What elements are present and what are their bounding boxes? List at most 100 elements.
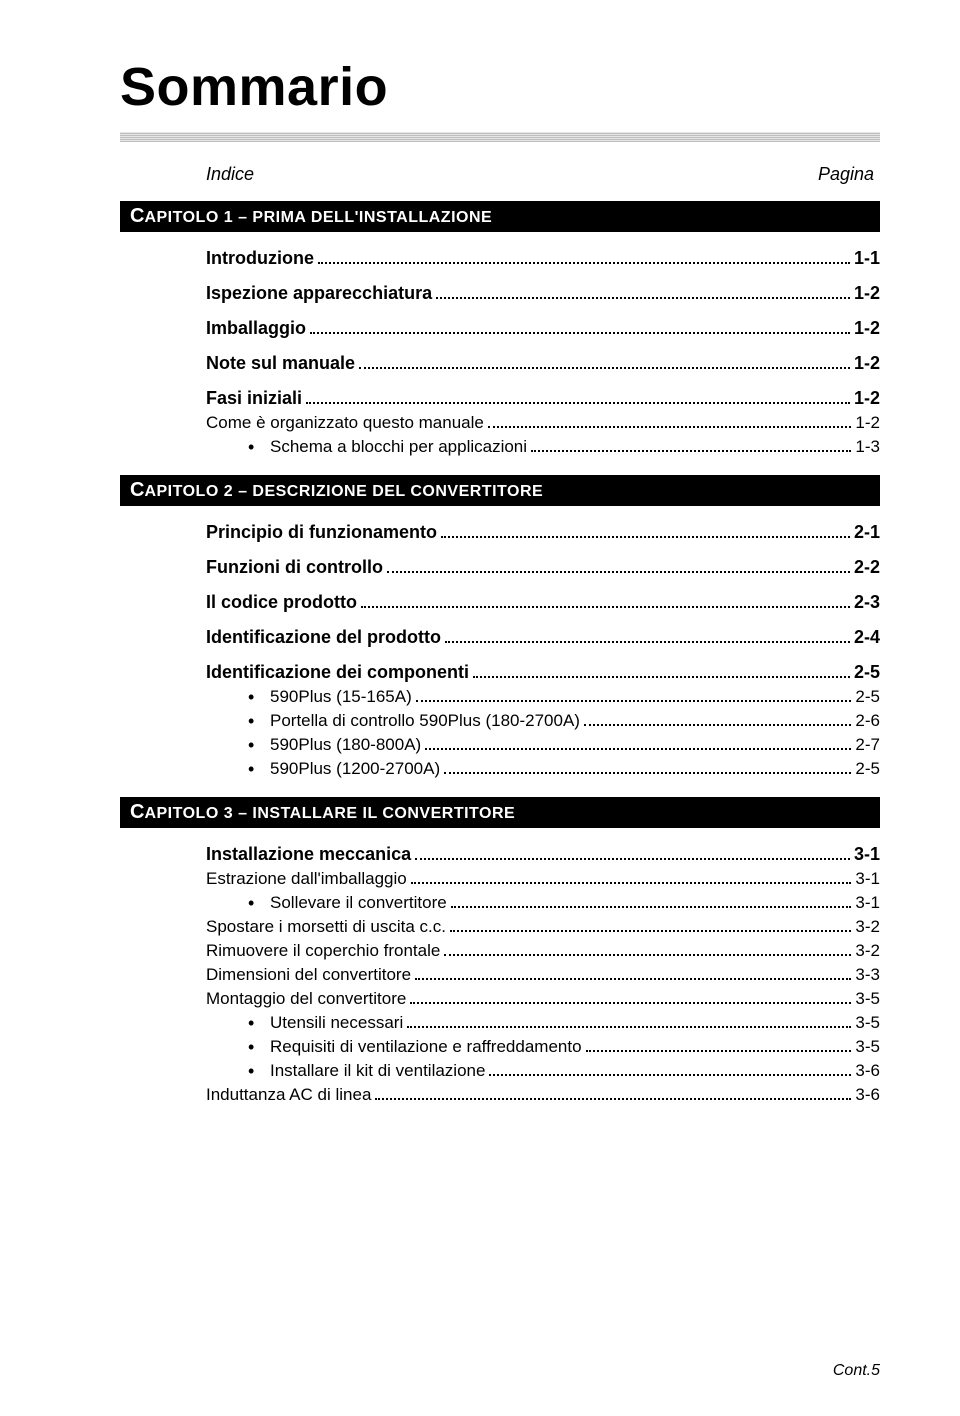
leader-dots <box>445 641 850 643</box>
toc-bullet-page: 3-5 <box>855 1013 880 1033</box>
toc-entry-label: Estrazione dall'imballaggio <box>206 869 407 889</box>
toc-bullet-list: Utensili necessari 3-5 Requisiti di ventil… <box>248 1013 880 1081</box>
toc-bullet-label: Requisiti di ventilazione e raffreddamen… <box>270 1037 582 1057</box>
toc-entry: Montaggio del convertitore 3-5 <box>206 989 880 1009</box>
leader-dots <box>416 700 852 702</box>
toc-entry-label: Installazione meccanica <box>206 844 411 865</box>
toc-entry-page: 3-5 <box>855 989 880 1009</box>
toc-bullet-page: 2-6 <box>855 711 880 731</box>
leader-dots <box>310 332 850 334</box>
toc-bullet-entry: Installare il kit di ventilazione 3-6 <box>248 1061 880 1081</box>
toc-bullet-label: 590Plus (15-165A) <box>270 687 412 707</box>
toc-bullet-entry: Requisiti di ventilazione e raffreddamen… <box>248 1037 880 1057</box>
leader-dots <box>410 1002 851 1004</box>
toc-bullet-list: Schema a blocchi per applicazioni 1-3 <box>248 437 880 457</box>
chapter-bar-text: APITOLO 1 – PRIMA DELL'INSTALLAZIONE <box>144 209 492 226</box>
toc-entry: Il codice prodotto2-3 <box>206 592 880 613</box>
toc-bullet-label: Schema a blocchi per applicazioni <box>270 437 527 457</box>
toc-entry-label: Montaggio del convertitore <box>206 989 406 1009</box>
toc-bullet-list: 590Plus (15-165A) 2-5 Portella di controll… <box>248 687 880 779</box>
toc-bullet-entry: 590Plus (180-800A) 2-7 <box>248 735 880 755</box>
toc-entry: Ispezione apparecchiatura 1-2 <box>206 283 880 304</box>
head-left: Indice <box>206 164 254 185</box>
toc-bullet-label: Utensili necessari <box>270 1013 403 1033</box>
toc-bullet-page: 2-7 <box>855 735 880 755</box>
toc-entry: Fasi iniziali 1-2 <box>206 388 880 409</box>
toc-entry-page: 3-1 <box>855 869 880 889</box>
toc-entry-label: Fasi iniziali <box>206 388 302 409</box>
title-rule <box>120 132 880 142</box>
chapter-bar-prefix: C <box>130 801 144 823</box>
toc-entry-label: Ispezione apparecchiatura <box>206 283 432 304</box>
toc-bullet-label: 590Plus (180-800A) <box>270 735 421 755</box>
leader-dots <box>450 930 851 932</box>
chapter-bar: CAPITOLO 2 – DESCRIZIONE DEL CONVERTITOR… <box>120 475 880 506</box>
toc-entry-page: 1-2 <box>854 283 880 304</box>
chapter-section: Installazione meccanica3-1Estrazione dal… <box>206 844 880 1105</box>
leader-dots <box>444 954 851 956</box>
leader-dots <box>415 858 850 860</box>
chapter-bar-text: APITOLO 2 – DESCRIZIONE DEL CONVERTITORE <box>144 483 543 500</box>
toc-entry-label: Principio di funzionamento <box>206 522 437 543</box>
toc-entry-label: Spostare i morsetti di uscita c.c. <box>206 917 446 937</box>
page-footer: Cont.5 <box>833 1362 880 1380</box>
toc-entry: Induttanza AC di linea3-6 <box>206 1085 880 1105</box>
toc-entry: Introduzione1-1 <box>206 248 880 269</box>
toc-bullet-label: Installare il kit di ventilazione <box>270 1061 485 1081</box>
toc-bullet-entry: 590Plus (1200-2700A)2-5 <box>248 759 880 779</box>
chapter-bar-prefix: C <box>130 205 144 227</box>
leader-dots <box>531 450 851 452</box>
toc-entry-label: Induttanza AC di linea <box>206 1085 371 1105</box>
toc-entry: Principio di funzionamento 2-1 <box>206 522 880 543</box>
toc-entry-label: Dimensioni del convertitore <box>206 965 411 985</box>
toc-entry-page: 2-1 <box>854 522 880 543</box>
toc-bullet-page: 1-3 <box>855 437 880 457</box>
toc-entry-page: 3-3 <box>855 965 880 985</box>
toc-entry-page: 2-4 <box>854 627 880 648</box>
toc-entry: Estrazione dall'imballaggio 3-1 <box>206 869 880 889</box>
toc-entry: Identificazione dei componenti2-5 <box>206 662 880 683</box>
leader-dots <box>436 297 850 299</box>
toc-entry: Spostare i morsetti di uscita c.c.3-2 <box>206 917 880 937</box>
table-of-contents: CAPITOLO 1 – PRIMA DELL'INSTALLAZIONEInt… <box>120 201 880 1105</box>
toc-entry: Note sul manuale 1-2 <box>206 353 880 374</box>
page: Sommario Indice Pagina CAPITOLO 1 – PRIM… <box>0 0 960 1416</box>
toc-entry-label: Funzioni di controllo <box>206 557 383 578</box>
toc-entry: Funzioni di controllo 2-2 <box>206 557 880 578</box>
toc-bullet-label: 590Plus (1200-2700A) <box>270 759 440 779</box>
toc-entry-page: 1-2 <box>854 318 880 339</box>
toc-entry-page: 1-2 <box>855 413 880 433</box>
leader-dots <box>489 1074 851 1076</box>
leader-dots <box>425 748 851 750</box>
toc-entry-label: Identificazione del prodotto <box>206 627 441 648</box>
toc-entry-label: Come è organizzato questo manuale <box>206 413 484 433</box>
toc-bullet-entry: Sollevare il convertitore3-1 <box>248 893 880 913</box>
toc-entry-label: Imballaggio <box>206 318 306 339</box>
chapter-section: Introduzione1-1 Ispezione apparecchiatura… <box>206 248 880 457</box>
toc-entry-label: Rimuovere il coperchio frontale <box>206 941 440 961</box>
toc-entry-page: 1-2 <box>854 388 880 409</box>
leader-dots <box>375 1098 851 1100</box>
toc-entry-page: 3-1 <box>854 844 880 865</box>
leader-dots <box>441 536 850 538</box>
toc-entry-label: Il codice prodotto <box>206 592 357 613</box>
leader-dots <box>451 906 852 908</box>
leader-dots <box>473 676 850 678</box>
toc-bullet-page: 3-6 <box>855 1061 880 1081</box>
toc-entry-label: Note sul manuale <box>206 353 355 374</box>
toc-entry-page: 2-2 <box>854 557 880 578</box>
leader-dots <box>584 724 851 726</box>
toc-entry-page: 1-1 <box>854 248 880 269</box>
toc-bullet-page: 3-5 <box>855 1037 880 1057</box>
toc-bullet-entry: Portella di controllo 590Plus (180-2700A… <box>248 711 880 731</box>
leader-dots <box>415 978 851 980</box>
leader-dots <box>444 772 851 774</box>
toc-bullet-page: 3-1 <box>855 893 880 913</box>
toc-entry: Rimuovere il coperchio frontale 3-2 <box>206 941 880 961</box>
column-headers: Indice Pagina <box>206 164 874 185</box>
toc-entry-page: 3-2 <box>855 941 880 961</box>
leader-dots <box>387 571 850 573</box>
toc-entry-page: 1-2 <box>854 353 880 374</box>
toc-bullet-page: 2-5 <box>855 687 880 707</box>
toc-entry: Come è organizzato questo manuale 1-2 <box>206 413 880 433</box>
